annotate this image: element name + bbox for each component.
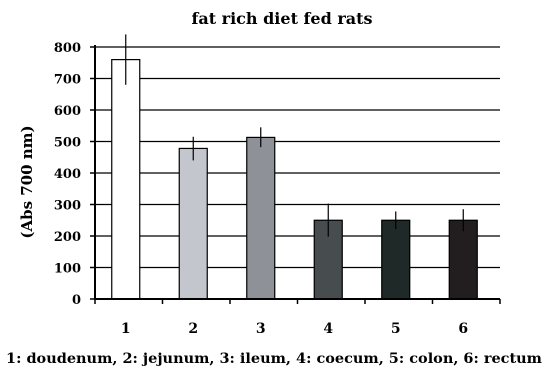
x-tick-label: 6	[458, 321, 468, 337]
y-axis-label: (Abs 700 nm)	[18, 125, 36, 238]
x-tick-label: 5	[391, 321, 401, 337]
tick-labels: 0 100 200 300 400 500 600 700 800 1 2 3 4 5 6	[54, 41, 468, 337]
y-tick-label: 100	[54, 262, 81, 277]
x-tick-label: 1	[121, 321, 131, 337]
bar-1	[111, 58, 141, 300]
bar-3	[246, 136, 276, 300]
y-tick-label: 800	[54, 41, 81, 56]
axes	[90, 45, 501, 304]
x-tick-label: 2	[188, 321, 198, 337]
bar-2	[178, 147, 208, 300]
gridlines	[95, 46, 500, 269]
bars	[111, 34, 478, 300]
y-tick-label: 700	[54, 73, 81, 88]
y-tick-label: 0	[72, 293, 81, 308]
y-tick-label: 300	[54, 199, 81, 214]
y-tick-label: 200	[54, 230, 81, 245]
chart-title: fat rich diet fed rats	[191, 9, 372, 28]
bar-5	[381, 219, 411, 300]
x-axis-caption: 1: doudenum, 2: jejunum, 3: ileum, 4: co…	[6, 351, 542, 367]
y-tick-label: 400	[54, 167, 81, 182]
x-tick-label: 3	[256, 321, 266, 337]
y-tick-label: 500	[54, 136, 81, 151]
x-tick-label: 4	[323, 321, 333, 337]
y-tick-label: 600	[54, 104, 81, 119]
bar-6	[448, 219, 478, 300]
